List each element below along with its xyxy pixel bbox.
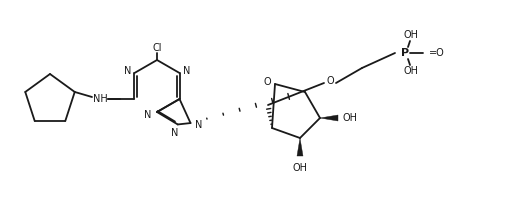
Text: N: N <box>183 66 190 76</box>
Text: O: O <box>326 76 334 86</box>
Text: OH: OH <box>404 66 418 76</box>
Text: NH: NH <box>93 94 107 104</box>
Text: =O: =O <box>429 48 445 58</box>
Text: OH: OH <box>343 113 357 123</box>
Text: N: N <box>171 129 179 139</box>
Text: O: O <box>263 77 271 87</box>
Text: OH: OH <box>404 30 418 40</box>
Text: Cl: Cl <box>152 43 162 53</box>
Polygon shape <box>297 138 303 156</box>
Text: N: N <box>195 120 202 130</box>
Polygon shape <box>320 115 338 121</box>
Text: N: N <box>124 66 131 76</box>
Text: OH: OH <box>293 163 307 173</box>
Text: N: N <box>145 110 152 120</box>
Text: P: P <box>401 48 409 58</box>
